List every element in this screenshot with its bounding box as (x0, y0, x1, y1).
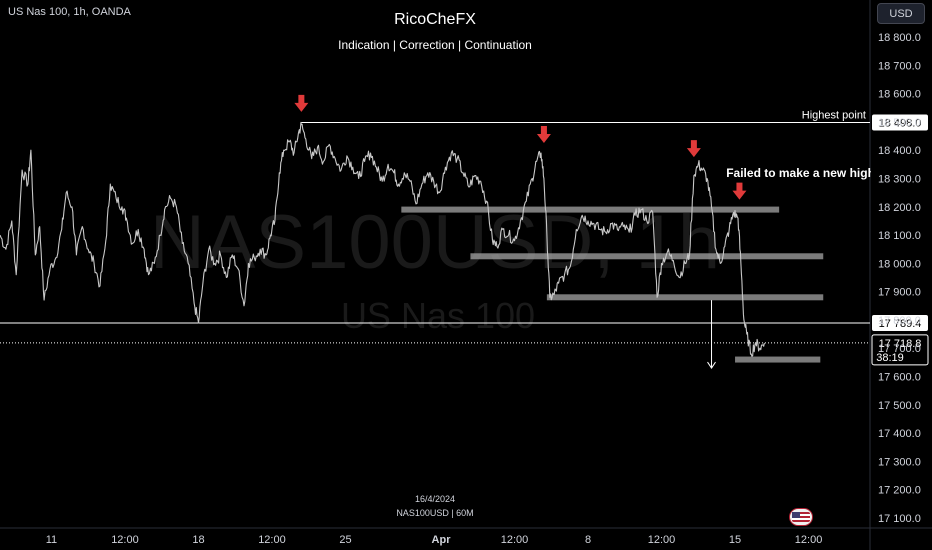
y-tick-label: 17 700.0 (878, 343, 921, 355)
y-tick-label: 18 500.0 (878, 117, 921, 129)
axis-price-tag-label: 18 498.0 (879, 117, 922, 129)
x-tick-label: 12:00 (648, 534, 676, 546)
horizontal-lines: Highest point 18 498.0 17 789.4 17 718.8 38:… (0, 109, 929, 366)
down-arrow-icon (686, 140, 701, 158)
x-tick-label: 12:00 (501, 534, 529, 546)
arrow-markers (294, 94, 747, 200)
annotation-text: Failed to make a new high (726, 166, 875, 180)
annotations: Failed to make a new high (707, 150, 932, 369)
price-series (0, 121, 765, 357)
footer-date: 16/4/2024 (414, 494, 456, 504)
time-axis[interactable]: 11 12:00 18 12:00 25 Apr 12:00 8 12:00 15 12:00 (46, 534, 823, 546)
x-tick-label: 25 (339, 534, 351, 546)
sr-zone (735, 356, 821, 363)
down-arrow-icon (732, 182, 747, 200)
y-tick-label: 18 300.0 (878, 173, 921, 185)
y-tick-label: 18 200.0 (878, 202, 921, 214)
y-tick-label: 17 100.0 (878, 513, 921, 525)
watermark-name: US Nas 100 (341, 295, 535, 336)
axis-mask (871, 150, 932, 190)
y-tick-label: 17 500.0 (878, 400, 921, 412)
y-tick-label: 18 000.0 (878, 258, 921, 270)
support-resistance-zones (401, 206, 824, 363)
y-tick-label: 18 100.0 (878, 230, 921, 242)
y-tick-label: 18 400.0 (878, 145, 921, 157)
y-tick-label: 17 900.0 (878, 287, 921, 299)
x-tick-label: 12:00 (795, 534, 823, 546)
y-tick-label: 17 200.0 (878, 485, 921, 497)
x-tick-label: 11 (46, 534, 57, 546)
x-tick-label: Apr (432, 534, 452, 546)
price-axis[interactable]: 18 800.0 18 700.0 18 600.0 18 500.0 18 400.0… (878, 32, 921, 525)
current-price-tag (871, 334, 929, 366)
price-line (0, 121, 765, 357)
sr-zone (470, 253, 824, 260)
y-tick-label: 18 600.0 (878, 89, 921, 101)
y-tick-label: 18 700.0 (878, 60, 921, 72)
footer-symbol-interval: NAS100USD | 60M (396, 508, 474, 518)
x-tick-label: 12:00 (258, 534, 286, 546)
y-tick-label: 17 600.0 (878, 372, 921, 384)
chart-title: RicoCheFX (394, 11, 476, 28)
chart-subtitle: Indication | Correction | Continuation (338, 38, 532, 52)
down-arrow-icon (536, 126, 551, 144)
currency-button[interactable]: USD (877, 3, 925, 24)
down-arrow-icon (294, 94, 309, 112)
flag-stripes (792, 512, 810, 522)
horizontal-line-label: Highest point (802, 109, 866, 121)
axis-price-tag (872, 114, 928, 131)
x-tick-label: 12:00 (111, 534, 139, 546)
flag-canton (792, 512, 800, 518)
x-tick-label: 18 (192, 534, 204, 546)
arrow-down-icon (707, 361, 716, 369)
symbol-info[interactable]: US Nas 100, 1h, OANDA (8, 6, 131, 18)
sr-zone (546, 294, 824, 301)
bar-countdown: 38:19 (876, 352, 904, 364)
y-tick-label: 17 800.0 (878, 315, 921, 327)
x-tick-label: 8 (585, 534, 591, 546)
current-price-label: 17 718.8 (879, 338, 922, 350)
y-tick-label: 17 300.0 (878, 456, 921, 468)
x-tick-label: 15 (729, 534, 741, 546)
watermark-symbol: NAS100USD, 1h (150, 200, 720, 285)
axis-price-tag (872, 314, 928, 331)
y-tick-label: 17 400.0 (878, 428, 921, 440)
axis-price-tag-label: 17 789.4 (879, 318, 922, 330)
sr-zone (401, 206, 780, 213)
y-tick-label: 18 800.0 (878, 32, 921, 44)
us-flag-icon[interactable] (789, 508, 813, 526)
